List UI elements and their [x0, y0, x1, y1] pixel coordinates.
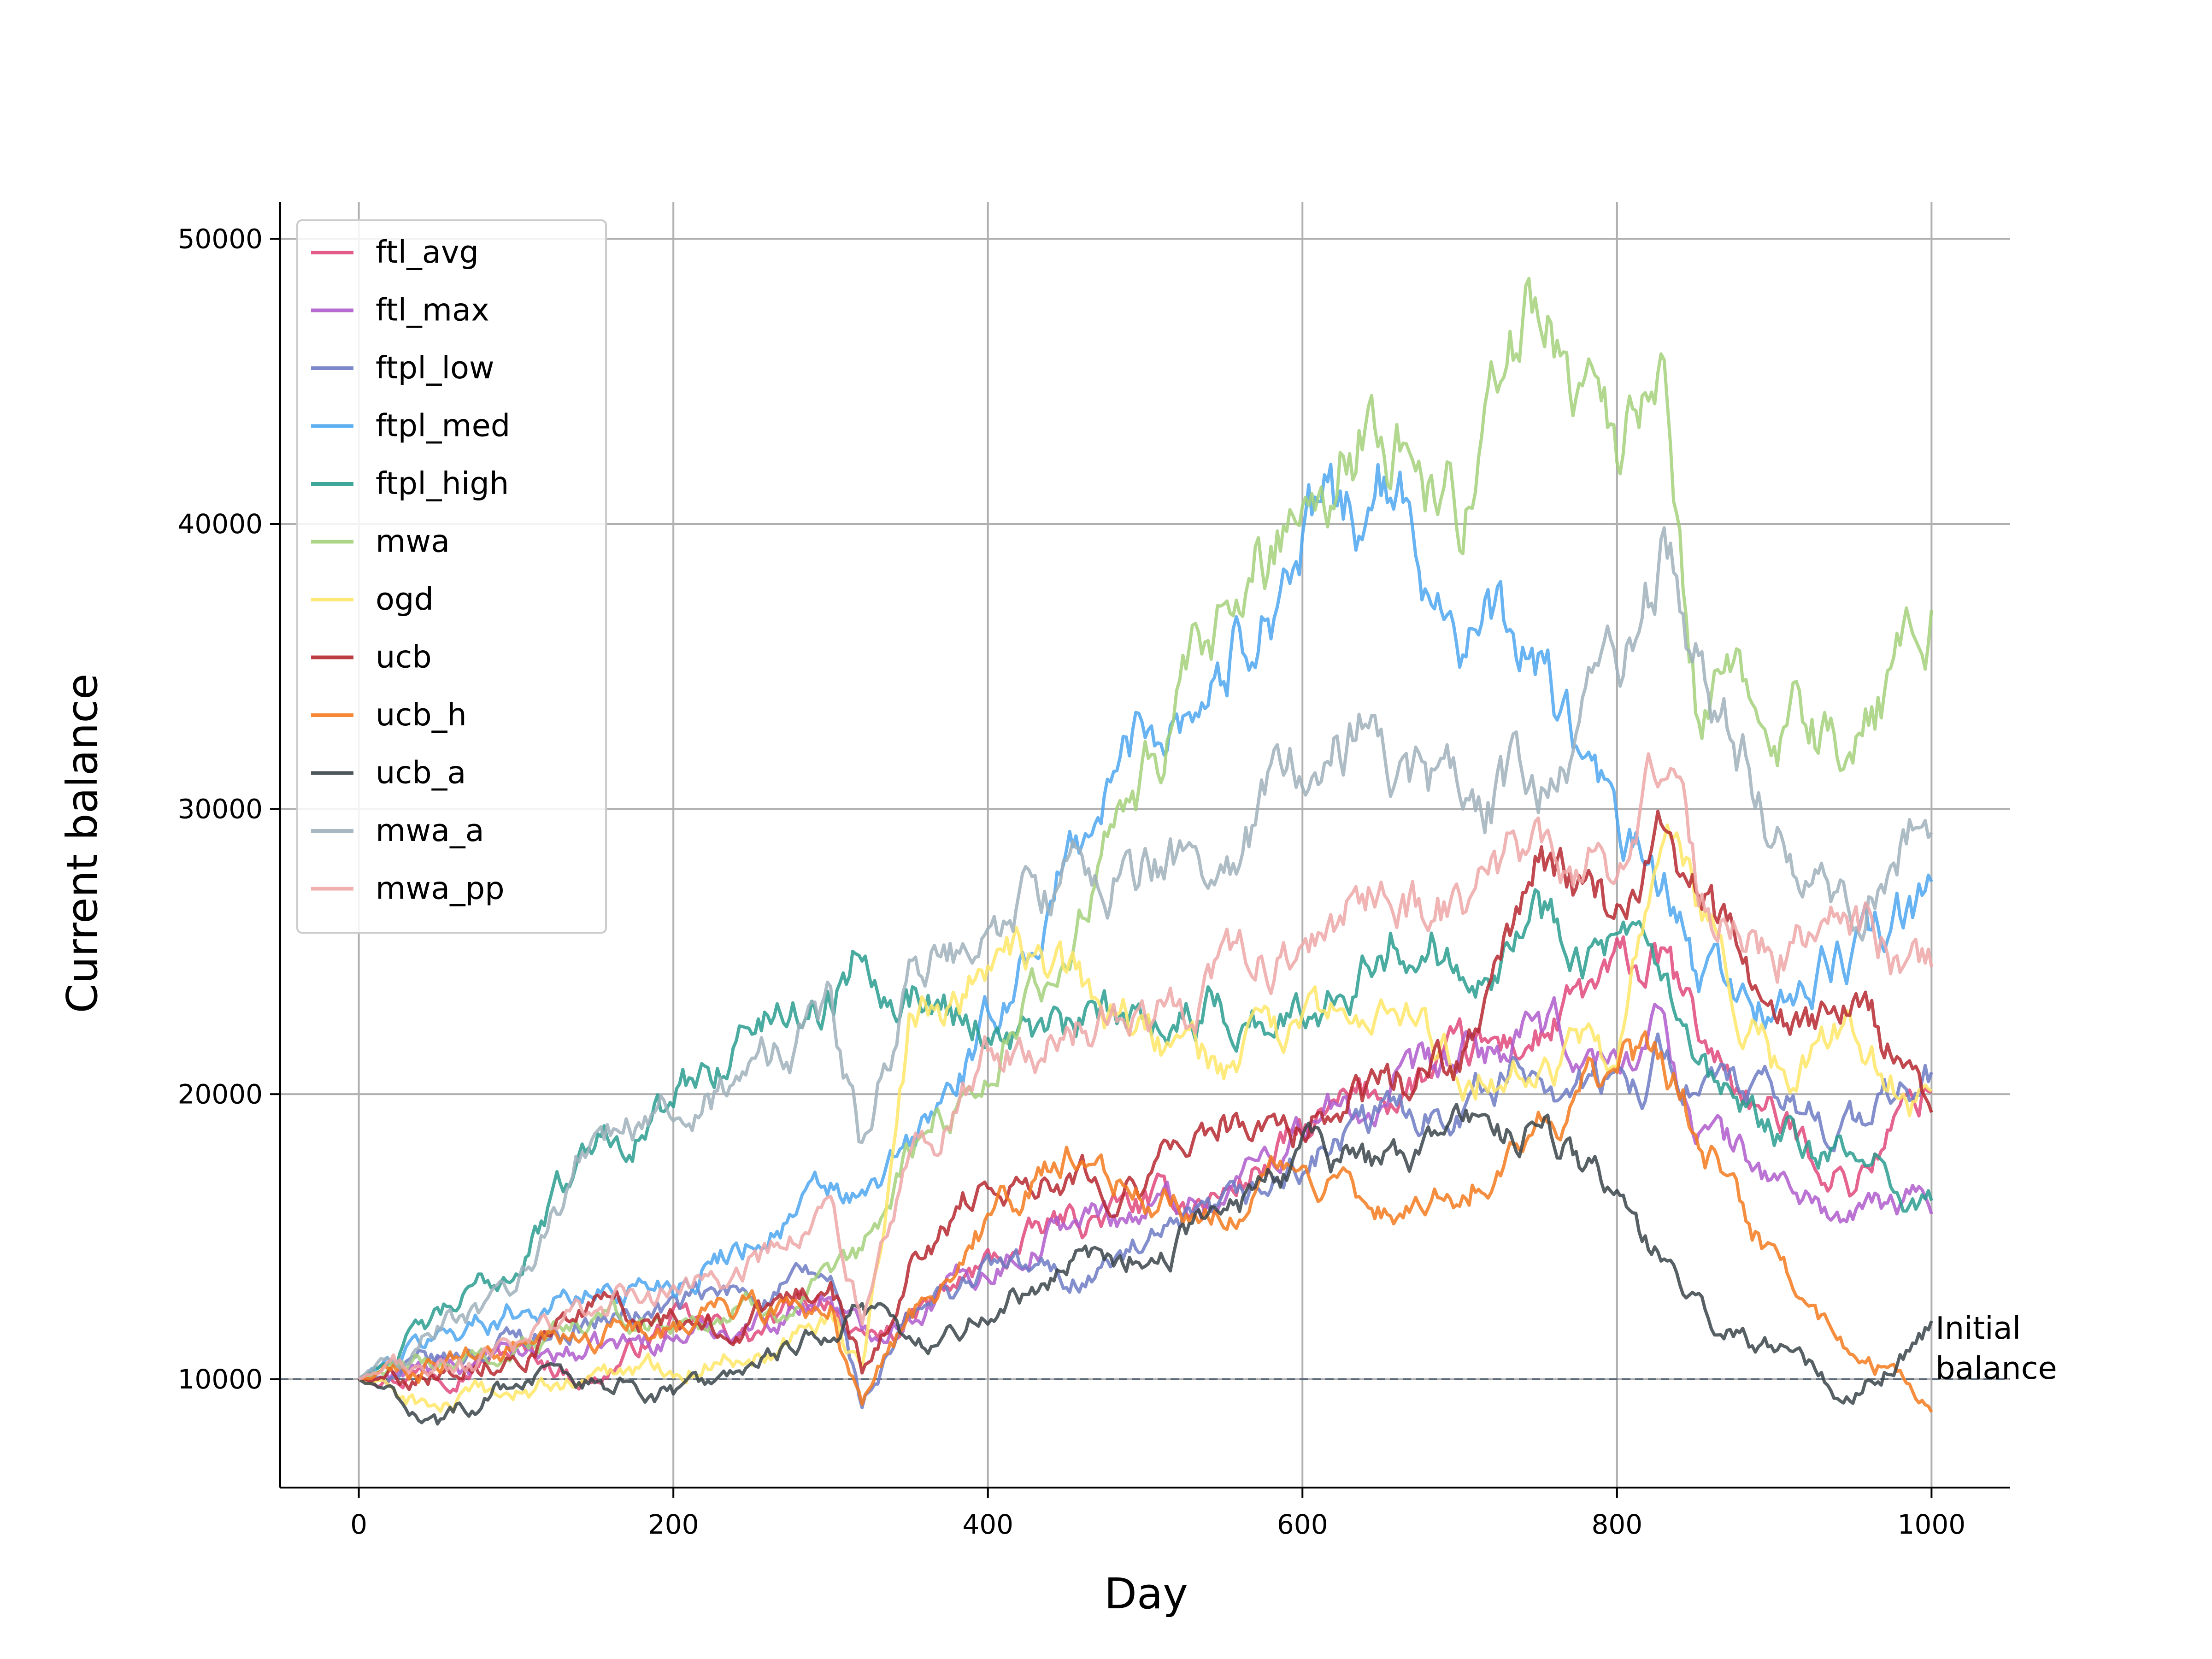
legend-label-ucb_h: ucb_h — [376, 697, 467, 733]
x-axis-ticks: 0 200 400 600 800 1000 — [350, 1488, 1965, 1540]
annotation-line-1: Initial — [1936, 1310, 2021, 1346]
x-tick-label: 200 — [648, 1509, 699, 1540]
x-tick-label: 600 — [1277, 1509, 1328, 1540]
series-line-mwa_a — [358, 526, 1933, 1381]
x-tick-label: 0 — [350, 1509, 367, 1540]
legend: ftl_avg ftl_max ftpl_low ftpl_med ftpl_highm… — [296, 219, 607, 934]
legend-box — [296, 219, 607, 934]
series-line-ftl_max — [358, 996, 1933, 1382]
legend-label-ftpl_low: ftpl_low — [376, 350, 494, 386]
legend-label-ftpl_high: ftpl_high — [376, 465, 509, 501]
series-line-ftl_avg — [359, 935, 1932, 1394]
legend-label-mwa_pp: mwa_pp — [376, 871, 505, 906]
legend-label-mwa_a: mwa_a — [376, 812, 484, 848]
y-tick-label: 10000 — [177, 1364, 263, 1395]
initial-balance-annotation: Initial balance — [1936, 1310, 2057, 1386]
legend-label-ftl_max: ftl_max — [376, 292, 489, 328]
series-line-mwa_pp — [358, 752, 1933, 1381]
legend-label-ftl_avg: ftl_avg — [376, 234, 479, 270]
axes — [279, 202, 2010, 1488]
legend-label-ucb_a: ucb_a — [376, 755, 466, 791]
x-tick-label: 800 — [1591, 1509, 1642, 1540]
x-tick-label: 1000 — [1898, 1509, 1966, 1540]
series-line-ucb_h — [359, 1030, 1933, 1413]
legend-label-mwa: mwa — [376, 524, 450, 559]
y-tick-label: 20000 — [177, 1078, 263, 1110]
y-tick-label: 30000 — [177, 794, 263, 825]
legend-label-ucb: ucb — [376, 639, 432, 675]
legend-label-ogd: ogd — [376, 581, 434, 617]
y-axis-label: Current balance — [58, 674, 107, 1013]
series-lines — [358, 276, 1933, 1426]
series-line-ucb_a — [358, 1103, 1933, 1426]
series-line-ucb — [359, 810, 1933, 1391]
y-axis-ticks: 10000 20000 30000 40000 50000 — [177, 223, 280, 1395]
x-tick-label: 400 — [962, 1509, 1013, 1540]
annotation-line-2: balance — [1936, 1350, 2057, 1386]
y-tick-label: 50000 — [177, 223, 263, 254]
y-tick-label: 40000 — [177, 508, 263, 540]
x-axis-label: Day — [1104, 1569, 1188, 1618]
legend-label-ftpl_med: ftpl_med — [376, 408, 510, 444]
series-line-mwa — [359, 276, 1933, 1381]
